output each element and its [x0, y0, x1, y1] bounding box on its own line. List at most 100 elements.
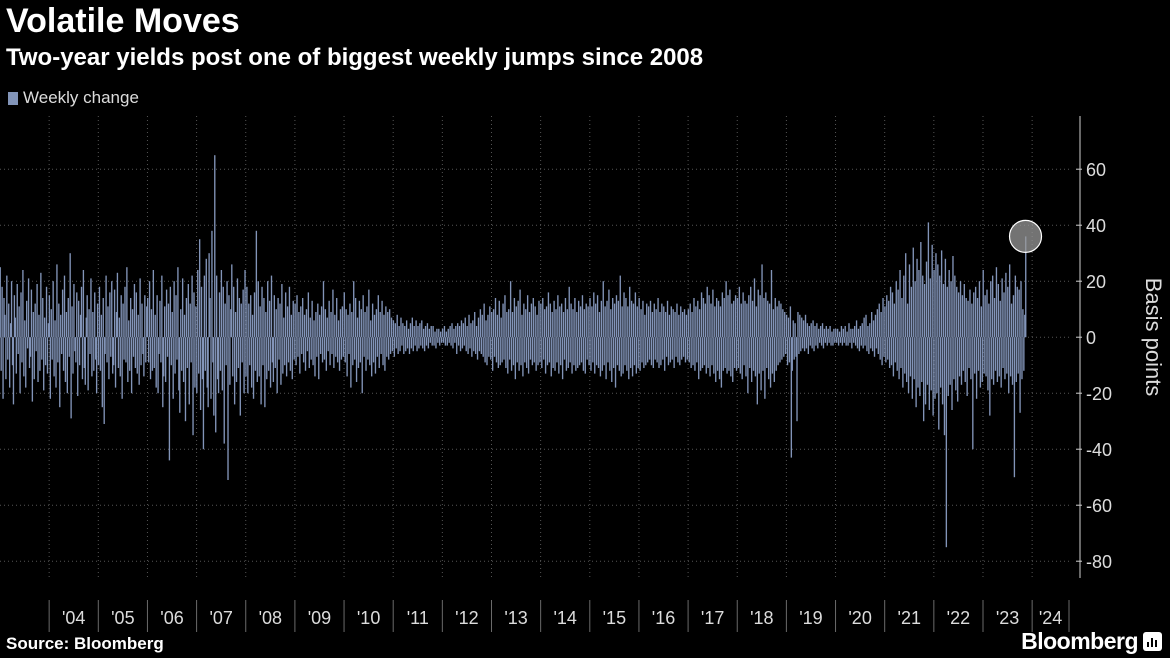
bar: [211, 230, 213, 338]
bar: [606, 300, 608, 338]
bar: [22, 270, 24, 338]
bar: [628, 337, 630, 380]
bar: [635, 337, 638, 374]
bar: [421, 320, 423, 338]
x-tick-label: '06: [160, 608, 183, 628]
bar: [947, 337, 949, 396]
bar: [753, 278, 756, 338]
bar: [964, 337, 966, 382]
bar: [474, 337, 477, 354]
bar: [971, 303, 973, 338]
bar: [705, 337, 707, 374]
bar: [112, 337, 114, 374]
bar: [955, 337, 957, 391]
bar: [1005, 272, 1007, 338]
bar: [629, 337, 632, 368]
bar: [853, 337, 855, 343]
bar: [845, 337, 847, 346]
bar: [983, 337, 985, 374]
bar: [917, 337, 919, 388]
bar: [9, 337, 11, 388]
bar: [432, 326, 434, 338]
bar: [826, 337, 828, 346]
bar: [371, 337, 373, 377]
bar: [942, 284, 945, 338]
bar: [929, 278, 931, 338]
bar: [329, 337, 331, 366]
bar: [779, 337, 781, 363]
bar: [802, 337, 804, 349]
bar: [283, 317, 285, 338]
bar: [297, 337, 299, 357]
bar: [611, 337, 613, 382]
bar: [566, 309, 569, 338]
bar: [514, 337, 517, 380]
bar: [921, 337, 923, 382]
bar: [640, 309, 642, 338]
bar: [881, 337, 883, 366]
bar: [846, 331, 848, 338]
bar: [215, 337, 217, 433]
bar: [120, 295, 122, 338]
bar: [824, 337, 827, 343]
bar: [865, 314, 867, 338]
bar: [886, 295, 888, 338]
bar: [476, 337, 479, 360]
bar: [665, 337, 668, 357]
bar: [669, 337, 672, 363]
bar: [233, 337, 236, 405]
bar: [784, 337, 787, 354]
bar: [145, 337, 147, 363]
bar: [137, 314, 139, 338]
bar: [406, 337, 409, 349]
bar: [925, 261, 928, 338]
bar: [1, 286, 3, 338]
bar: [129, 298, 132, 338]
bar: [427, 337, 430, 349]
bar: [86, 295, 88, 338]
bar: [905, 253, 907, 338]
bar: [505, 337, 507, 368]
bar: [366, 306, 368, 338]
bar: [830, 337, 832, 346]
bar: [359, 337, 362, 363]
bar: [817, 337, 819, 349]
bar: [683, 309, 686, 338]
bar: [213, 337, 215, 416]
bar: [452, 337, 454, 349]
bar: [347, 314, 349, 338]
bar: [376, 337, 379, 357]
bar: [113, 289, 116, 338]
bar: [945, 337, 948, 548]
bar: [256, 337, 258, 382]
bar: [815, 337, 817, 346]
bar: [924, 337, 927, 405]
bar: [470, 323, 472, 338]
bar: [624, 337, 626, 366]
bar: [249, 337, 251, 366]
bar: [957, 292, 960, 338]
x-tick-label: '23: [996, 608, 1019, 628]
bar: [986, 289, 988, 338]
bar: [493, 337, 496, 357]
bar: [497, 337, 500, 368]
bar: [892, 337, 895, 377]
bar: [994, 337, 997, 371]
bar: [757, 289, 759, 338]
bar: [623, 292, 625, 338]
bar: [598, 312, 601, 338]
bar: [834, 337, 836, 343]
bar: [435, 337, 437, 349]
bar: [744, 300, 746, 338]
bar: [379, 312, 381, 338]
bar: [216, 337, 219, 380]
bar: [422, 337, 424, 349]
bar: [856, 337, 859, 349]
bar: [336, 337, 339, 363]
bar: [546, 337, 549, 366]
bar: [504, 295, 506, 338]
bar: [115, 312, 118, 338]
bar: [762, 337, 764, 371]
bar: [933, 270, 935, 338]
bar: [192, 337, 194, 436]
